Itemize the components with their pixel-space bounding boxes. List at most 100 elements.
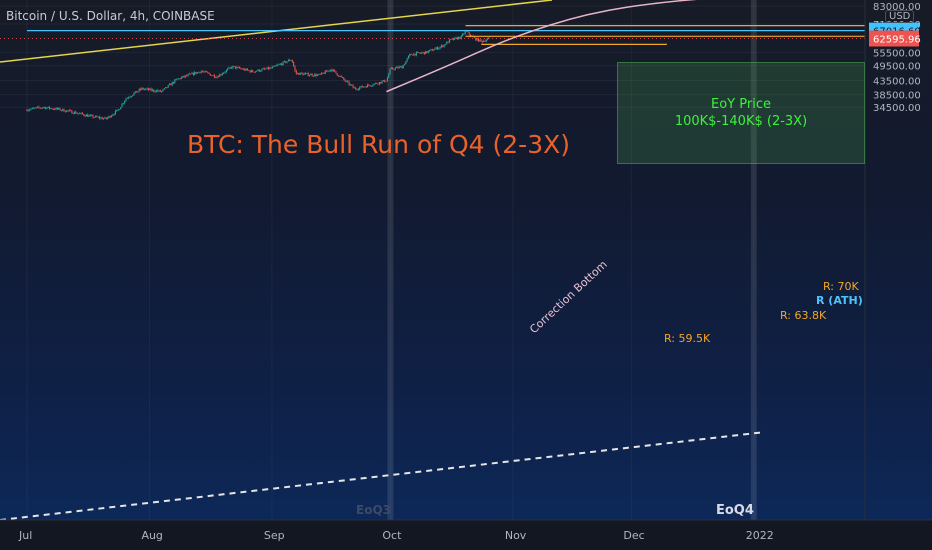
- candle-body: [155, 90, 157, 92]
- candle-body: [213, 74, 215, 78]
- candle-body: [442, 45, 444, 47]
- currency-badge[interactable]: USD: [885, 10, 915, 23]
- candle-body: [405, 61, 407, 65]
- x-tick-label: Oct: [382, 529, 402, 542]
- candle-body: [306, 72, 308, 74]
- candle-body: [118, 109, 120, 111]
- candle-body: [42, 107, 44, 109]
- candle-body: [293, 62, 295, 67]
- candle-body: [76, 113, 78, 115]
- candle-body: [257, 69, 259, 72]
- candle-body: [343, 77, 345, 80]
- candle-body: [167, 85, 169, 88]
- candle-body: [236, 66, 238, 69]
- candle-body: [150, 88, 152, 91]
- candle-body: [330, 69, 332, 71]
- candle-body: [269, 67, 271, 70]
- candle-body: [151, 89, 153, 91]
- candle-body: [204, 71, 206, 73]
- candle-body: [326, 70, 328, 72]
- candle-body: [75, 111, 77, 114]
- candle-body: [367, 84, 369, 88]
- candle-body: [161, 91, 163, 92]
- candle-body: [402, 65, 404, 69]
- candle-body: [436, 47, 439, 50]
- candle-body: [253, 71, 255, 73]
- candle-body: [262, 68, 264, 70]
- candle-body: [429, 49, 431, 51]
- candle-body: [96, 116, 98, 118]
- candle-body: [301, 72, 303, 74]
- candle-body: [460, 35, 462, 39]
- candle-body: [456, 37, 458, 40]
- candle-body: [462, 34, 464, 36]
- candle-body: [386, 77, 388, 82]
- candle-body: [248, 70, 250, 71]
- candle-body: [229, 67, 231, 69]
- candle-body: [289, 59, 291, 61]
- candle-body: [311, 73, 313, 76]
- candle-body: [454, 37, 456, 40]
- candle-body: [327, 70, 329, 72]
- candle-body: [100, 117, 102, 119]
- candle-body: [52, 109, 54, 110]
- label-r-59-5k: R: 59.5K: [664, 332, 711, 345]
- candle-body: [43, 107, 45, 109]
- candle-body: [334, 69, 336, 72]
- candle-body: [473, 37, 476, 38]
- candle-body: [59, 108, 61, 111]
- candle-body: [376, 82, 378, 84]
- candle-body: [55, 107, 57, 110]
- candle-body: [348, 81, 350, 85]
- candle-body: [315, 74, 317, 77]
- candle-body: [484, 40, 486, 42]
- candle-body: [434, 48, 436, 51]
- candle-body: [281, 63, 283, 65]
- candle-body: [388, 74, 390, 78]
- candle-body: [101, 117, 103, 120]
- candle-body: [439, 46, 441, 49]
- candle-body: [479, 39, 481, 42]
- candle-body: [84, 115, 86, 117]
- candle-body: [200, 71, 202, 73]
- candle-body: [488, 37, 490, 39]
- candle-body: [297, 73, 299, 74]
- candle-body: [194, 72, 196, 75]
- candle-body: [73, 111, 76, 114]
- candle-body: [130, 96, 132, 98]
- candle-body: [71, 110, 73, 114]
- candle-body: [134, 91, 136, 94]
- candle-body: [427, 50, 429, 53]
- candle-body: [221, 73, 223, 75]
- candle-body: [287, 59, 289, 62]
- y-tick-label: 55500.00: [873, 48, 921, 59]
- candle-body: [335, 71, 337, 74]
- candle-body: [95, 116, 97, 118]
- candle-body: [359, 87, 361, 90]
- candle-body: [286, 61, 288, 63]
- candle-body: [413, 53, 415, 56]
- candle-body: [223, 72, 225, 74]
- candle-body: [256, 71, 258, 72]
- last-price-text: 62595.96: [873, 35, 921, 46]
- candle-body: [183, 76, 185, 78]
- candle-body: [133, 93, 135, 96]
- candle-body: [242, 68, 245, 70]
- candle-body: [340, 75, 342, 77]
- candle-body: [266, 67, 268, 69]
- candle-body: [139, 88, 142, 90]
- eoy-range: 100K$-140K$ (2-3X): [674, 114, 808, 129]
- candle-body: [464, 30, 466, 34]
- candle-body: [337, 75, 340, 77]
- candle-body: [176, 78, 179, 80]
- time-axis-bg: [0, 520, 932, 550]
- candle-body: [162, 89, 164, 92]
- candle-body: [202, 71, 204, 73]
- candle-body: [113, 114, 115, 116]
- y-tick-label: 43500.00: [873, 76, 921, 87]
- candle-body: [319, 74, 321, 75]
- candle-body: [235, 66, 237, 69]
- candle-body: [80, 112, 82, 114]
- quarter-band: [387, 0, 394, 520]
- candle-body: [154, 91, 156, 93]
